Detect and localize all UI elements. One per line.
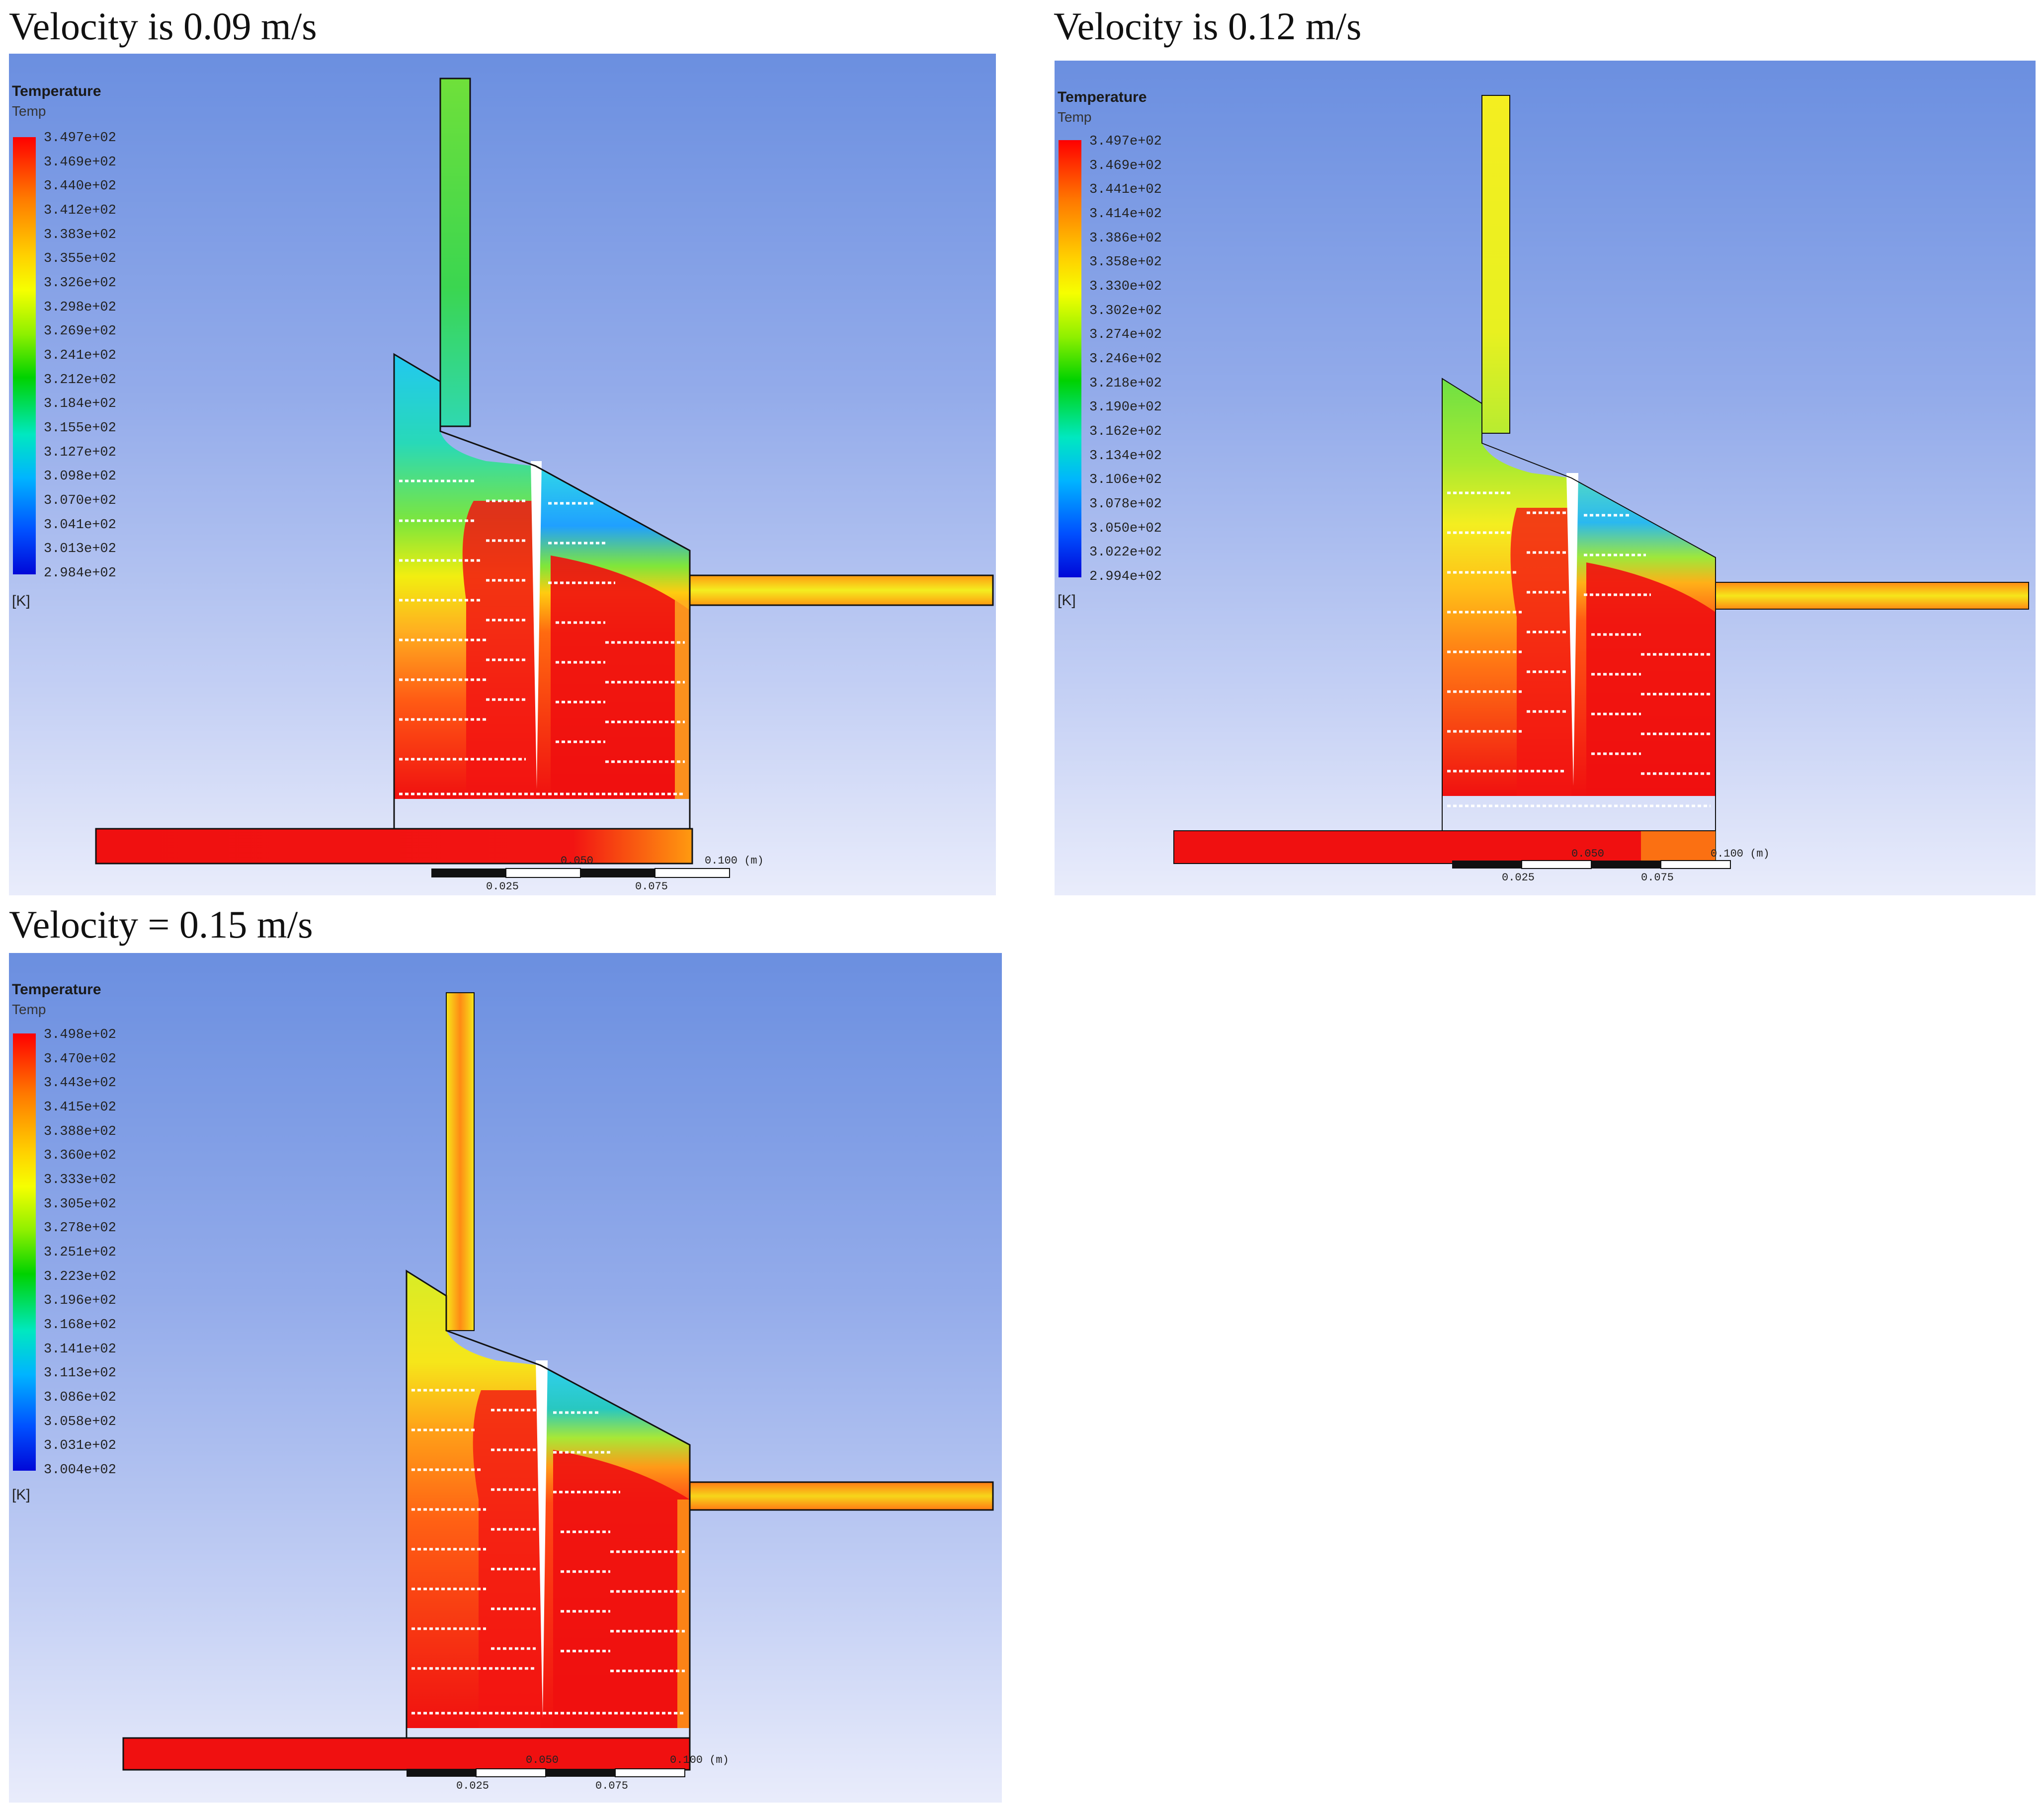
scale-value: 3.414e+02 [1089,206,1162,222]
scale-value: 3.162e+02 [1089,424,1162,439]
scale-value: 3.388e+02 [44,1124,116,1139]
scale-value: 3.360e+02 [44,1148,116,1164]
scale-value: 3.415e+02 [44,1100,116,1115]
scale-value: 3.330e+02 [1089,279,1162,294]
scale-value: 3.113e+02 [44,1366,116,1381]
scale-value: 3.141e+02 [44,1342,116,1357]
scale-value: 3.168e+02 [44,1317,116,1333]
scale-value: 3.251e+02 [44,1245,116,1260]
temperature-field-geometry [1173,95,2029,869]
scale-value: 3.326e+02 [44,275,116,291]
scale-value: 3.358e+02 [1089,255,1162,270]
scale-value: 3.305e+02 [44,1196,116,1212]
scale-label: 0.025 [486,880,519,893]
scale-value: 3.070e+02 [44,493,116,508]
scale-value: 3.106e+02 [1089,473,1162,488]
legend-unit: [K] [12,593,30,609]
scale-value: 3.440e+02 [44,179,116,194]
legend-title: Temperature [1058,89,1147,105]
color-scale-labels: 3.497e+02 3.469e+02 3.440e+02 3.412e+02 … [44,131,116,581]
scale-value: 3.443e+02 [44,1076,116,1091]
scale-value: 3.050e+02 [1089,521,1162,536]
scale-value: 3.190e+02 [1089,400,1162,415]
legend-variable: Temp [12,103,46,119]
scale-value: 3.078e+02 [1089,496,1162,512]
panel-3-caption: Velocity = 0.15 m/s [9,903,313,946]
color-scale-bar [1059,140,1081,577]
scale-value: 3.469e+02 [44,155,116,170]
legend-title: Temperature [12,981,101,998]
scale-value: 3.155e+02 [44,420,116,436]
legend-unit: [K] [1058,592,1076,609]
scale-value: 3.184e+02 [44,396,116,412]
scale-value: 2.984e+02 [44,565,116,581]
scale-value: 3.469e+02 [1089,158,1162,173]
scale-label: 0.075 [635,880,668,893]
scale-label: 0.100 (m) [1711,848,1770,860]
scale-label: 0.050 [526,1754,559,1766]
scale-value: 3.218e+02 [1089,376,1162,391]
legend-variable: Temp [12,1002,46,1017]
scale-value: 3.058e+02 [44,1414,116,1429]
scale-value: 3.383e+02 [44,227,116,242]
scale-value: 2.994e+02 [1089,569,1162,584]
scale-value: 3.470e+02 [44,1051,116,1067]
scale-label: 0.075 [595,1780,629,1792]
scale-value: 3.196e+02 [44,1293,116,1309]
scale-value: 3.497e+02 [44,131,116,146]
legend-variable: Temp [1058,109,1092,125]
scale-label: 0.100 (m) [705,855,764,867]
scale-value: 3.269e+02 [44,324,116,339]
scale-value: 3.127e+02 [44,445,116,460]
scale-label: 0.050 [561,855,594,867]
scale-value: 3.498e+02 [44,1028,116,1042]
scale-label: 0.025 [1502,871,1535,884]
scale-value: 3.412e+02 [44,203,116,218]
scale-label: 0.050 [1571,848,1605,860]
scale-value: 3.246e+02 [1089,351,1162,367]
scale-value: 3.031e+02 [44,1438,116,1454]
scale-value: 3.386e+02 [1089,231,1162,246]
scale-value: 3.086e+02 [44,1390,116,1405]
scale-value: 3.497e+02 [1089,134,1162,149]
panel-1-contour-plot: Temperature Temp 3.497e+02 3.469e+02 3.4… [9,54,996,895]
scale-value: 3.333e+02 [44,1172,116,1187]
legend-title: Temperature [12,83,101,99]
scale-value: 3.134e+02 [1089,448,1162,464]
panel-2-contour-plot: Temperature Temp 3.497e+02 3.469e+02 3.4… [1055,61,2036,895]
scale-label: 0.100 (m) [670,1754,729,1766]
scale-value: 3.098e+02 [44,469,116,484]
color-scale-labels: 3.497e+02 3.469e+02 3.441e+02 3.414e+02 … [1089,134,1162,584]
panel-2-caption: Velocity is 0.12 m/s [1054,4,1362,48]
color-scale-bar [13,137,36,574]
scale-value: 3.004e+02 [44,1462,116,1478]
scale-value: 3.298e+02 [44,300,116,315]
scale-value: 3.355e+02 [44,251,116,267]
scale-value: 3.041e+02 [44,517,116,533]
panel-1-caption: Velocity is 0.09 m/s [9,4,317,48]
temperature-field-geometry [95,78,994,878]
scale-value: 3.278e+02 [44,1221,116,1236]
color-scale-bar [13,1033,36,1471]
legend-unit: [K] [12,1487,30,1503]
panel-3-contour-plot: Temperature Temp 3.498e+02 3.470e+02 3.4… [9,953,1002,1803]
color-scale-labels: 3.498e+02 3.470e+02 3.443e+02 3.415e+02 … [44,1028,116,1478]
scale-value: 3.223e+02 [44,1269,116,1284]
scale-value: 3.013e+02 [44,542,116,557]
scale-value: 3.302e+02 [1089,303,1162,318]
scale-value: 3.022e+02 [1089,545,1162,560]
temperature-field-geometry [122,992,994,1777]
scale-value: 3.241e+02 [44,348,116,363]
scale-label: 0.025 [456,1780,490,1792]
scale-label: 0.075 [1641,871,1674,884]
scale-value: 3.274e+02 [1089,327,1162,343]
scale-value: 3.441e+02 [1089,182,1162,198]
scale-value: 3.212e+02 [44,372,116,388]
